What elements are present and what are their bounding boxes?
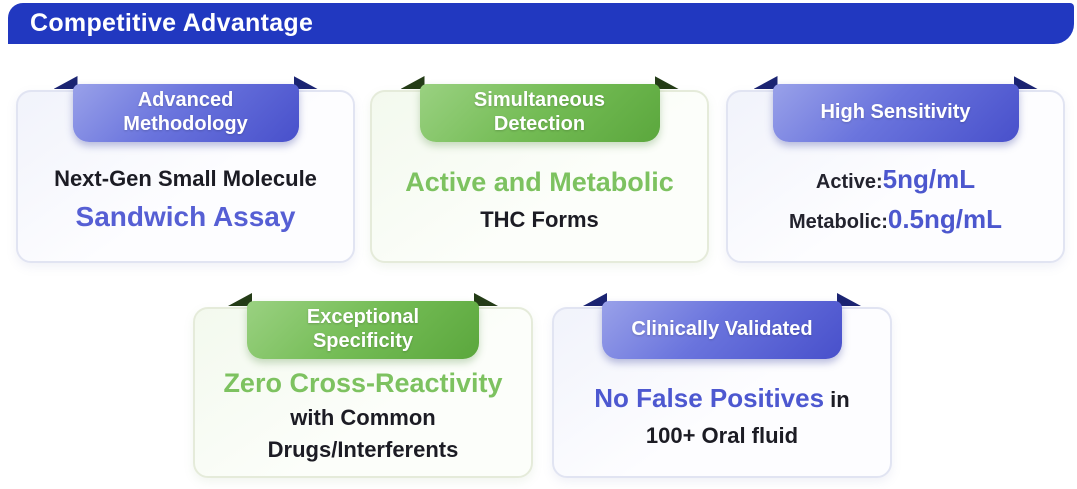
card-exceptional-specificity: Exceptional Specificity Zero Cross-React… <box>193 293 533 478</box>
card-body: Zero Cross-Reactivity with Common Drugs/… <box>195 355 531 476</box>
card-text-line: with Common <box>290 405 436 430</box>
ribbon-badge: Exceptional Specificity <box>228 293 498 359</box>
ribbon-badge: High Sensitivity <box>753 76 1038 142</box>
card-simultaneous-detection: Simultaneous Detection Active and Metabo… <box>370 76 709 263</box>
metric-value: 5ng/mL <box>882 164 976 194</box>
ribbon-body: High Sensitivity <box>772 84 1019 142</box>
badge-label: Exceptional Specificity <box>306 306 420 352</box>
card-text-highlight: No False Positives <box>594 382 825 413</box>
badge-label: High Sensitivity <box>820 101 971 124</box>
card-text-highlight: Sandwich Assay <box>75 201 296 232</box>
page-title: Competitive Advantage <box>30 9 314 37</box>
card-text-line: Next-Gen Small Molecule <box>54 166 317 191</box>
sensitivity-row-active: Active: 5ng/mL <box>816 164 975 195</box>
card-body: No False Positives in 100+ Oral fluid <box>554 355 890 476</box>
badge-label: Clinically Validated <box>631 318 813 341</box>
ribbon-body: Clinically Validated <box>602 301 842 359</box>
card-advanced-methodology: Advanced Methodology Next-Gen Small Mole… <box>16 76 355 263</box>
header-bar: Competitive Advantage <box>8 3 1074 44</box>
card-text-line: 100+ Oral fluid <box>645 422 799 448</box>
badge-label: Advanced Methodology <box>123 89 248 135</box>
card-body: Active: 5ng/mL Metabolic: 0.5ng/mL <box>728 138 1063 261</box>
badge-label: Simultaneous Detection <box>473 89 606 135</box>
sensitivity-row-metabolic: Metabolic: 0.5ng/mL <box>789 204 1002 235</box>
card-text-highlight: Active and Metabolic <box>405 166 674 197</box>
ribbon-badge: Clinically Validated <box>583 293 861 359</box>
ribbon-body: Simultaneous Detection <box>419 84 660 142</box>
card-clinically-validated: Clinically Validated No False Positives … <box>552 293 892 478</box>
card-high-sensitivity: High Sensitivity Active: 5ng/mL Metabolic… <box>726 76 1065 263</box>
ribbon-body: Advanced Methodology <box>72 84 299 142</box>
card-text-line: THC Forms <box>480 206 599 232</box>
card-text-highlight: Zero Cross-Reactivity <box>223 368 503 398</box>
ribbon-body: Exceptional Specificity <box>247 301 479 359</box>
card-text-line: Drugs/Interferents <box>267 437 459 462</box>
metric-value: 0.5ng/mL <box>887 204 1003 234</box>
card-text-suffix: in <box>824 386 850 412</box>
card-body: Active and Metabolic THC Forms <box>372 138 707 261</box>
ribbon-badge: Advanced Methodology <box>53 76 318 142</box>
card-body: Next-Gen Small Molecule Sandwich Assay <box>18 138 353 261</box>
ribbon-badge: Simultaneous Detection <box>400 76 679 142</box>
metric-label: Active: <box>815 171 883 193</box>
metric-label: Metabolic: <box>788 211 888 233</box>
validated-row: No False Positives in <box>594 383 849 414</box>
